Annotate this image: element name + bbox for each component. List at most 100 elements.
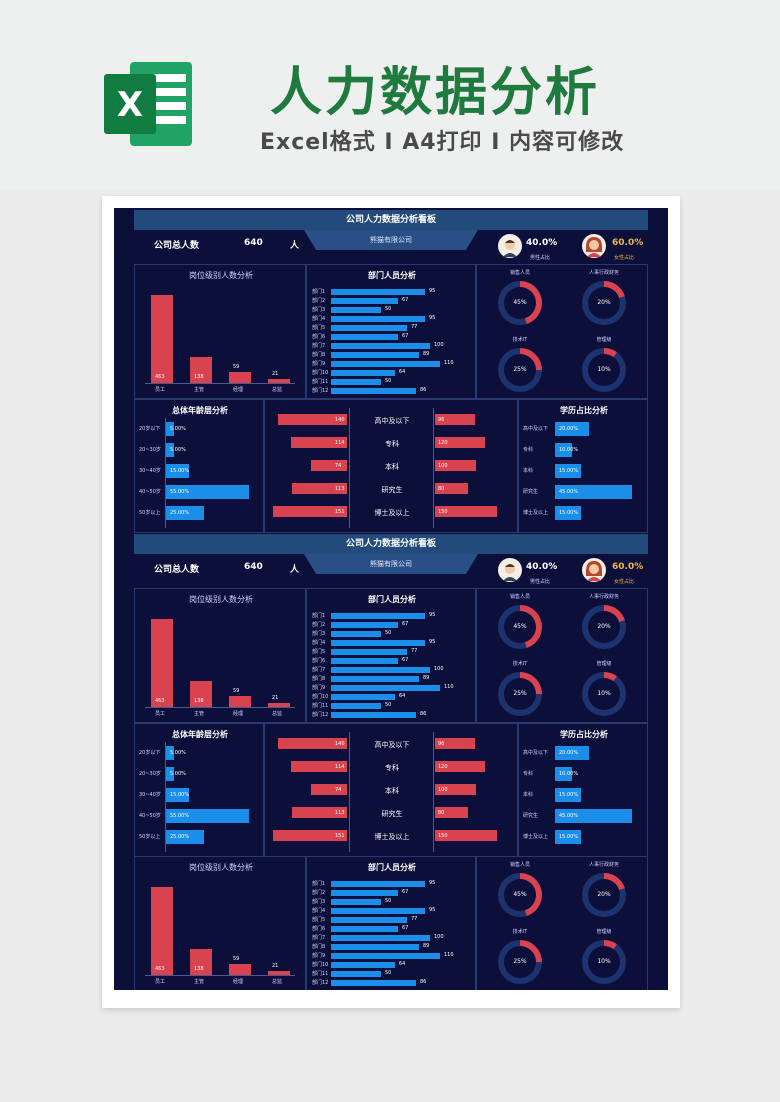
age-bar	[166, 485, 249, 499]
position-chart-title: 岗位级别人数分析	[189, 863, 253, 872]
position-bar	[151, 295, 173, 383]
department-bar	[331, 334, 398, 340]
age-bar	[166, 443, 174, 457]
age-value: 15.00%	[170, 468, 190, 474]
education-left-bar	[273, 830, 347, 841]
position-label: 主管	[194, 711, 205, 717]
education-left-value: 113	[335, 810, 345, 816]
education-right-value: 80	[438, 810, 445, 816]
education-left-bar	[292, 807, 347, 818]
department-label: 部门11	[312, 379, 329, 385]
dashboard-title: 公司人力数据分析看板	[134, 210, 648, 230]
education-left-bar	[273, 506, 347, 517]
education-label: 专科	[385, 440, 399, 448]
position-axis	[145, 383, 295, 384]
education-share-bar	[555, 767, 572, 781]
department-value: 67	[402, 889, 409, 895]
position-bar-value: 463	[155, 374, 165, 380]
education-share-title: 学历占比分析	[560, 406, 608, 415]
education-label: 专科	[385, 764, 399, 772]
department-value: 95	[429, 639, 436, 645]
female-avatar-icon	[582, 234, 606, 258]
education-right-bar	[435, 460, 476, 471]
ring-value: 25%	[504, 354, 536, 386]
department-chart: 部门人员分析 部门1 95 部门2 67 部门3 50 部门4 95 部门5 77 部门6 67 部门7 1…	[306, 856, 476, 990]
age-label: 20岁以下	[139, 426, 161, 432]
position-bar-value: 138	[194, 966, 204, 972]
age-chart: 总体年龄层分析 20岁以下 5.00% 20~30岁 5.00% 30~40岁 15.00%…	[134, 723, 264, 857]
department-value: 110	[444, 360, 454, 366]
age-value: 55.00%	[170, 813, 190, 819]
age-bar	[166, 809, 249, 823]
education-right-value: 150	[438, 833, 448, 839]
education-share-chart: 学历占比分析 高中及以下 20.00% 专科 10.00% 本科 15.00% 研究生 45.0…	[518, 399, 648, 533]
education-share-value: 15.00%	[559, 792, 579, 798]
education-share-title: 学历占比分析	[560, 730, 608, 739]
page-title: 人力数据分析	[270, 63, 601, 123]
department-bar	[331, 316, 425, 322]
department-value: 89	[423, 351, 430, 357]
position-axis	[145, 975, 295, 976]
department-label: 部门2	[312, 298, 326, 304]
education-left-bar	[291, 437, 347, 448]
age-chart: 总体年龄层分析 20岁以下 5.00% 20~30岁 5.00% 30~40岁 15.00%…	[134, 399, 264, 533]
department-value: 110	[444, 952, 454, 958]
department-bar	[331, 944, 419, 950]
education-left-value: 140	[335, 741, 345, 747]
education-label: 本科	[385, 463, 399, 471]
department-bar	[331, 298, 398, 304]
department-value: 50	[385, 630, 392, 636]
ring-label: 技术IT	[512, 661, 528, 667]
ring-chart-2: 25%	[498, 348, 542, 392]
education-compare: 140 高中及以下 96 114 专科 120 74 本科 100 113 研究生 80 151 博士及以…	[264, 399, 518, 533]
department-bar	[331, 640, 425, 646]
position-bar-value: 59	[233, 688, 240, 694]
position-bar	[229, 372, 251, 383]
department-value: 86	[420, 387, 427, 393]
position-label: 经理	[233, 711, 244, 717]
education-label: 高中及以下	[374, 417, 410, 425]
education-right-value: 100	[438, 787, 448, 793]
department-value: 50	[385, 378, 392, 384]
ring-label: 人事行政财务	[588, 270, 619, 276]
department-label: 部门4	[312, 908, 326, 914]
ring-chart-3: 10%	[582, 940, 626, 984]
total-unit: 人	[290, 241, 300, 251]
position-bar-value: 21	[272, 963, 279, 969]
ring-value: 45%	[504, 287, 536, 319]
total-label: 公司总人数	[154, 565, 200, 575]
department-label: 部门9	[312, 685, 326, 691]
department-bar	[331, 962, 395, 968]
department-label: 部门9	[312, 953, 326, 959]
department-label: 部门7	[312, 667, 326, 673]
position-bar-value: 463	[155, 966, 165, 972]
ratio-rings: 销售人员 45% 人事行政财务 20% 技术IT 25% 管理级 10%	[476, 588, 648, 723]
education-compare: 140 高中及以下 96 114 专科 120 74 本科 100 113 研究生 80 151 博士及以…	[264, 723, 518, 857]
education-share-label: 研究生	[523, 813, 539, 819]
age-axis	[165, 742, 166, 852]
ratio-rings: 销售人员 45% 人事行政财务 20% 技术IT 25% 管理级 10%	[476, 264, 648, 399]
education-right-bar	[435, 830, 497, 841]
department-label: 部门12	[312, 712, 329, 718]
department-label: 部门6	[312, 926, 326, 932]
department-label: 部门10	[312, 694, 329, 700]
male-avatar-icon	[498, 558, 522, 582]
ring-value: 45%	[504, 611, 536, 643]
female-percent: 60.0%	[612, 238, 644, 248]
dashboard-panel-3: 岗位级别人数分析 463 员工 138 主管 59 经理 21 总监 部门人员分析 部门1 95 部门2…	[114, 856, 668, 990]
department-bar	[331, 613, 425, 619]
ring-label: 销售人员	[509, 594, 530, 600]
age-bar	[166, 746, 174, 760]
education-share-bar	[555, 485, 632, 499]
total-value: 640	[244, 238, 263, 248]
education-label: 研究生	[381, 486, 403, 494]
position-label: 总监	[272, 711, 283, 717]
education-share-value: 15.00%	[559, 510, 579, 516]
age-value: 5.00%	[170, 750, 186, 756]
department-bar	[331, 667, 430, 673]
education-divider-right	[433, 408, 434, 528]
department-bar	[331, 908, 425, 914]
education-share-value: 45.00%	[559, 489, 579, 495]
female-label: 女性占比	[614, 255, 635, 261]
age-value: 25.00%	[170, 510, 190, 516]
